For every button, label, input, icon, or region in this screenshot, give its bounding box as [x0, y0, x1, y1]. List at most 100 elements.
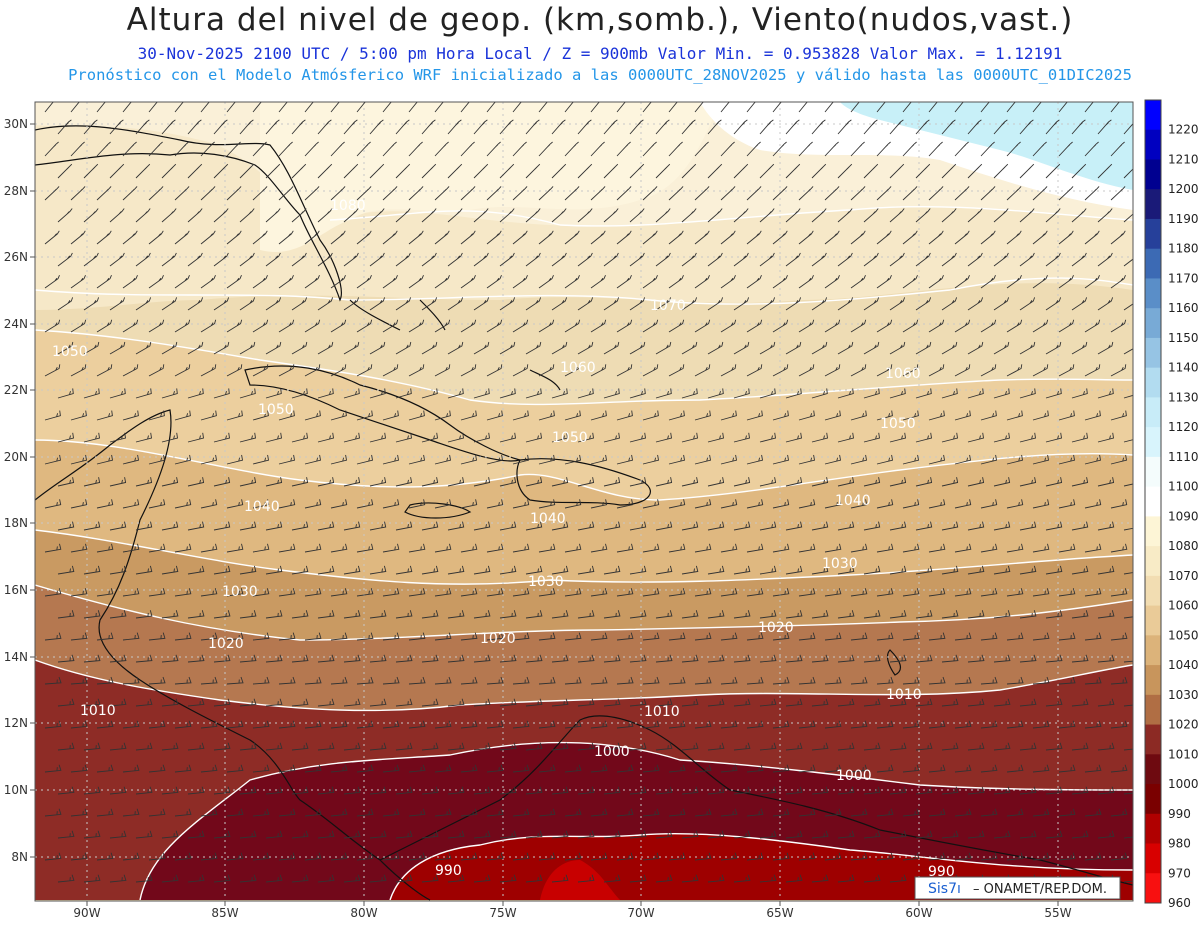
wind-barb — [174, 852, 192, 861]
wind-barb — [1071, 742, 1089, 751]
wind-barb — [369, 252, 385, 267]
wind-barb — [928, 230, 944, 245]
wind-barb — [928, 808, 946, 817]
wind-barb — [967, 208, 983, 223]
wind-barb — [1110, 230, 1126, 245]
wind-barb — [252, 720, 270, 729]
wind-barb — [525, 874, 543, 883]
wind-barb — [278, 808, 296, 817]
wind-barb — [1045, 163, 1061, 179]
wind-barb — [733, 341, 750, 355]
lat-tick-label: 20N — [4, 450, 28, 464]
wind-barb — [356, 764, 374, 773]
wind-barb — [161, 610, 179, 619]
wind-barb — [1084, 632, 1102, 641]
contour-label: 1050 — [52, 344, 88, 360]
wind-barb — [239, 610, 257, 619]
wind-barb — [265, 341, 282, 355]
wind-barb — [993, 698, 1011, 707]
wind-barb — [1071, 654, 1089, 663]
wind-barb — [902, 410, 919, 421]
wind-barb — [499, 163, 515, 179]
wind-barb — [772, 319, 789, 333]
wind-barb — [707, 477, 725, 487]
wind-barb — [1123, 660, 1133, 663]
wind-barb — [44, 543, 62, 553]
wind-barb — [551, 252, 567, 267]
wind-barb — [239, 654, 257, 663]
wind-barb — [1071, 565, 1089, 575]
wind-barb — [538, 543, 556, 553]
wind-barb — [915, 698, 933, 707]
wind-barb — [70, 454, 88, 465]
wind-barb — [317, 830, 335, 839]
wind-barb — [473, 208, 489, 223]
wind-barb — [733, 477, 751, 487]
wind-barb — [174, 808, 192, 817]
wind-barb — [1045, 742, 1063, 751]
wind-barb — [954, 543, 972, 553]
wind-barb — [694, 454, 712, 465]
wind-barb — [1019, 610, 1037, 619]
wind-barb — [499, 119, 514, 135]
wind-barb — [486, 543, 504, 553]
wind-barb — [629, 341, 646, 355]
wind-barb — [1019, 830, 1037, 839]
wind-barb — [187, 874, 205, 883]
wind-barb — [720, 454, 738, 465]
wind-barb — [304, 410, 321, 421]
wind-barb — [538, 141, 553, 157]
wind-barb — [1097, 654, 1115, 663]
wind-barb — [369, 163, 385, 179]
wind-barb — [850, 141, 865, 157]
wind-barb — [590, 186, 606, 201]
colorbar-level-label: 1170 — [1168, 271, 1199, 285]
wind-barb — [395, 388, 412, 399]
wind-barb — [512, 499, 530, 509]
wind-barb — [863, 119, 878, 135]
wind-barb — [941, 830, 959, 839]
wind-barb — [239, 119, 254, 135]
wind-barb — [200, 676, 218, 685]
wind-barb — [135, 208, 151, 223]
colorbar-level-label: 1120 — [1168, 420, 1199, 434]
wind-barb — [369, 698, 387, 707]
wind-barb — [304, 588, 322, 597]
wind-barb — [733, 432, 751, 443]
wind-barb — [44, 454, 62, 465]
wind-barb — [629, 698, 647, 707]
wind-barb — [213, 874, 231, 883]
wind-barb — [304, 275, 320, 289]
wind-barb — [174, 676, 192, 685]
contour-label: 1000 — [594, 744, 630, 760]
wind-barb — [707, 698, 725, 707]
wind-barb — [551, 297, 568, 311]
wind-barb — [343, 830, 361, 839]
wind-barb — [603, 477, 621, 487]
wind-barb — [551, 654, 569, 663]
wind-barb — [252, 454, 270, 465]
wind-barb — [291, 874, 309, 883]
wind-barb — [1019, 565, 1037, 575]
wind-barb — [122, 588, 140, 597]
wind-barb — [928, 720, 946, 729]
wind-barb — [915, 208, 931, 223]
wind-barb — [1097, 610, 1115, 619]
wind-barb — [824, 632, 842, 641]
wind-barb — [590, 364, 607, 377]
wind-barb — [408, 230, 424, 245]
wind-barb — [408, 676, 426, 685]
wind-barb — [330, 720, 348, 729]
wind-barb — [265, 610, 283, 619]
wind-barb — [57, 477, 75, 487]
wind-barb — [161, 565, 179, 575]
wind-barb — [551, 610, 569, 619]
wind-barb — [148, 808, 166, 817]
colorbar-swatch — [1145, 516, 1161, 547]
chart-subtitle: 30-Nov-2025 2100 UTC / 5:00 pm Hora Loca… — [137, 44, 1063, 63]
wind-barb — [96, 543, 114, 553]
wind-barb — [434, 543, 452, 553]
wind-barb — [1097, 297, 1114, 311]
wind-barb — [252, 410, 269, 421]
wind-barb — [668, 499, 686, 509]
